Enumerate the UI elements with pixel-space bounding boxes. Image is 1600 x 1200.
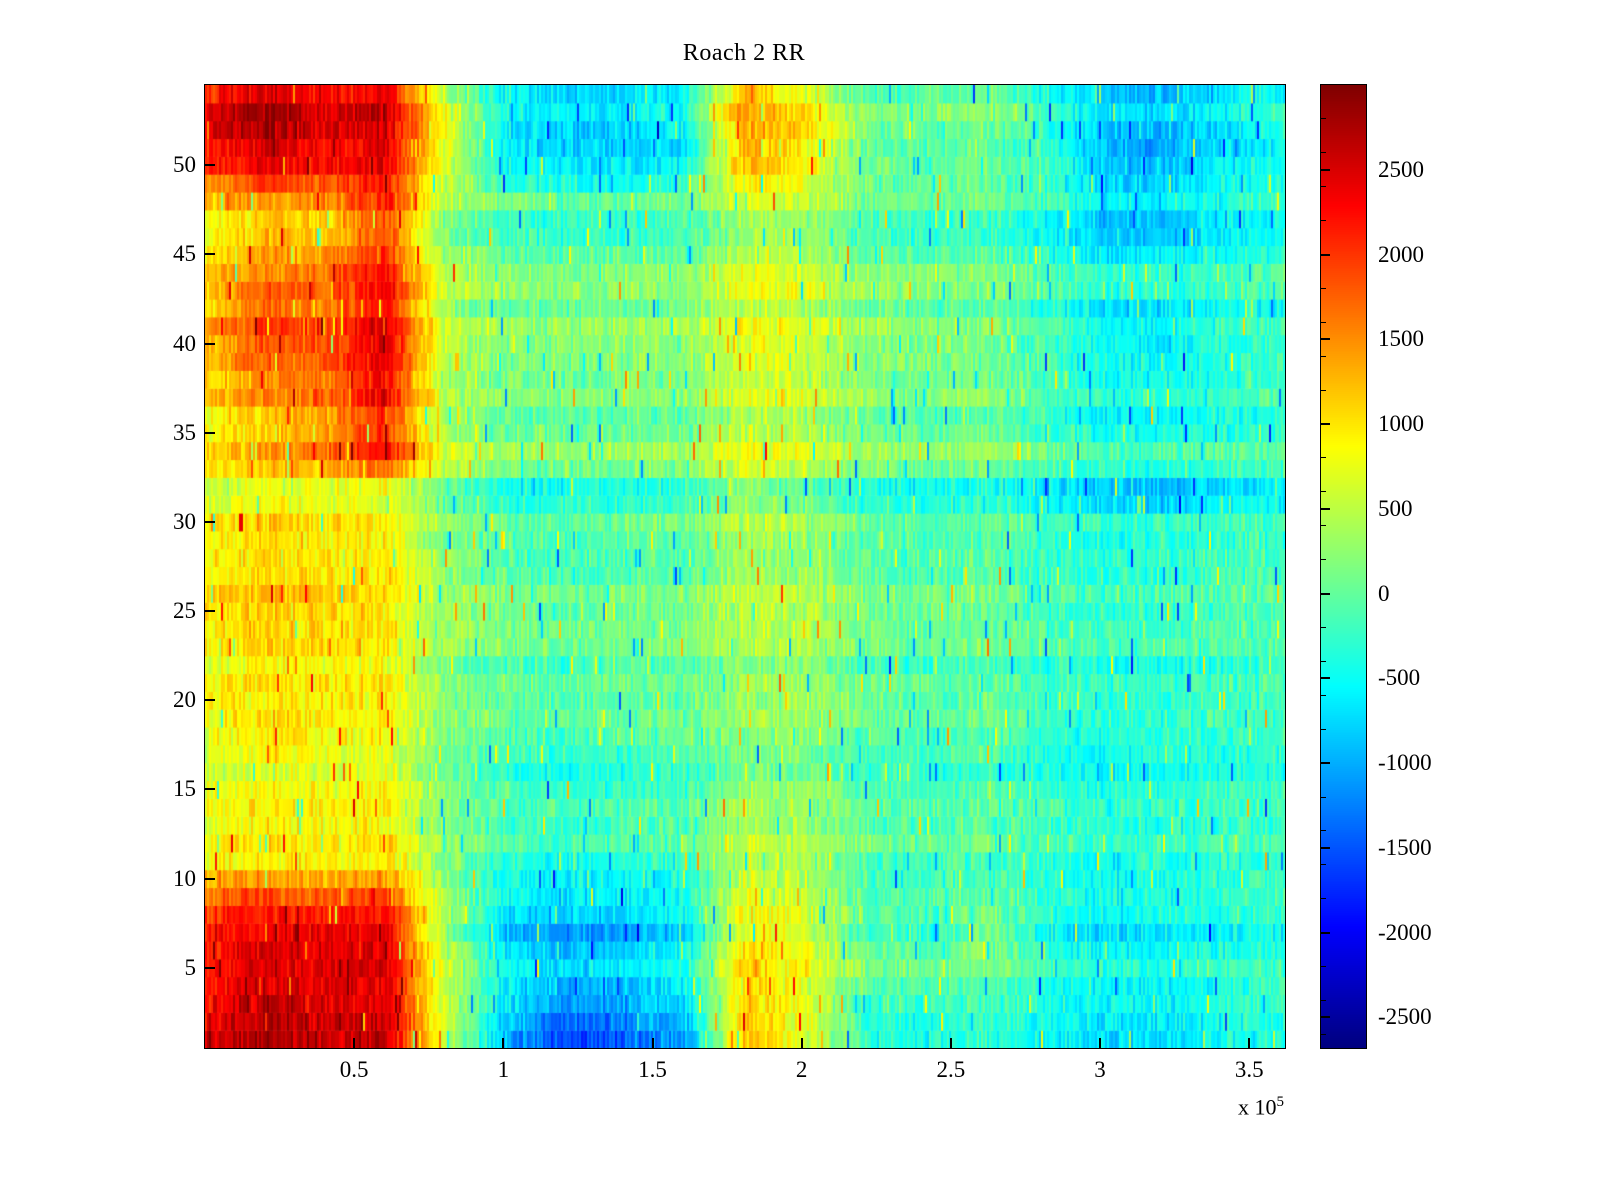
x-exponent-prefix: x 10: [1238, 1094, 1277, 1120]
colorbar-tick-label: 1000: [1378, 411, 1424, 437]
colorbar-tick-label: -1500: [1378, 834, 1432, 860]
y-tick-label: 40: [173, 330, 196, 356]
x-axis-exponent-label: x 105: [1238, 1094, 1284, 1120]
chart-title: Roach 2 RR: [682, 40, 806, 66]
heatmap-canvas: [205, 85, 1285, 1048]
y-tick-label: 35: [173, 419, 196, 445]
x-tick-label: 2: [795, 1057, 808, 1082]
colorbar-tick-label: 2500: [1378, 156, 1424, 182]
y-tick-label: 15: [173, 776, 196, 802]
colorbar-tick-label: -1000: [1378, 750, 1432, 776]
colorbar-tick-label: 500: [1378, 495, 1413, 521]
x-tick-label: 1.5: [638, 1057, 667, 1082]
colorbar-tick-label: 2000: [1378, 241, 1424, 267]
y-tick-label: 25: [173, 598, 196, 624]
x-tick-label: 2.5: [936, 1057, 966, 1082]
y-tick-label: 5: [184, 954, 197, 980]
colorbar-tick-label: 0: [1378, 580, 1390, 606]
x-tick-label: 0.5: [339, 1057, 369, 1082]
colorbar: [1320, 84, 1367, 1049]
plot-area: [204, 84, 1286, 1049]
x-tick-label: 3: [1094, 1057, 1106, 1082]
colorbar-tick-label: -2000: [1378, 919, 1432, 945]
y-tick-label: 50: [173, 152, 196, 178]
x-tick-label: 3.5: [1234, 1057, 1264, 1082]
colorbar-gradient-canvas: [1321, 85, 1366, 1048]
colorbar-tick-label: -500: [1378, 665, 1421, 691]
y-tick-label: 45: [173, 241, 196, 267]
colorbar-tick-label: 1500: [1378, 326, 1424, 352]
x-tick-label: 1: [497, 1057, 510, 1082]
y-tick-label: 20: [173, 687, 196, 713]
y-tick-label: 10: [173, 865, 196, 891]
y-tick-label: 30: [173, 508, 196, 534]
colorbar-tick-label: -2500: [1378, 1004, 1432, 1030]
x-exponent-power: 5: [1276, 1094, 1285, 1110]
